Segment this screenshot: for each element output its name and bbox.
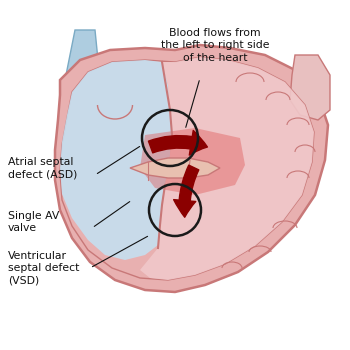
Text: Single AV
valve: Single AV valve xyxy=(8,211,60,233)
FancyArrowPatch shape xyxy=(174,165,199,217)
Text: Atrial septal
defect (ASD): Atrial septal defect (ASD) xyxy=(8,157,77,179)
Polygon shape xyxy=(60,60,172,260)
Polygon shape xyxy=(55,45,328,292)
Polygon shape xyxy=(140,128,245,195)
Text: Ventricular
septal defect
(VSD): Ventricular septal defect (VSD) xyxy=(8,251,79,285)
Polygon shape xyxy=(130,158,220,178)
Polygon shape xyxy=(140,57,314,280)
FancyArrowPatch shape xyxy=(148,131,208,155)
Text: Blood flows from
the left to right side
of the heart: Blood flows from the left to right side … xyxy=(161,28,269,63)
Polygon shape xyxy=(62,30,105,145)
Polygon shape xyxy=(290,55,330,120)
